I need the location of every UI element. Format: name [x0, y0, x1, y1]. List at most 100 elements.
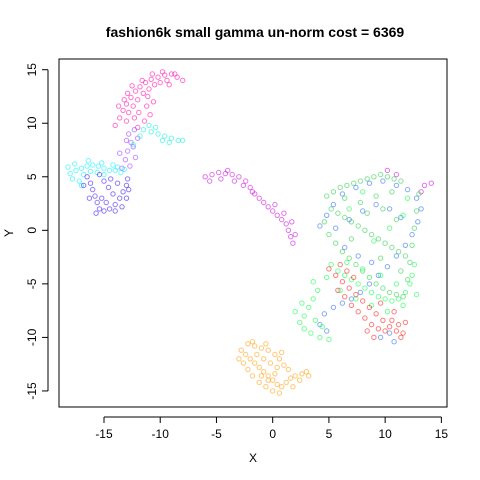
- data-point: [373, 193, 379, 199]
- data-point: [342, 195, 348, 201]
- data-point: [324, 212, 330, 219]
- data-point: [297, 319, 303, 326]
- data-point: [118, 169, 124, 176]
- series-4: [81, 171, 132, 216]
- data-point: [180, 77, 186, 84]
- data-point: [360, 189, 366, 195]
- data-point: [344, 259, 350, 266]
- data-point: [393, 281, 400, 287]
- data-point: [236, 356, 242, 362]
- data-point: [355, 309, 361, 315]
- chart-title: fashion6k small gamma un-norm cost = 636…: [106, 24, 405, 40]
- data-point: [317, 223, 323, 229]
- series-7: [317, 178, 424, 345]
- data-point: [168, 135, 175, 141]
- data-point: [270, 208, 276, 214]
- data-point: [123, 182, 130, 189]
- data-point: [353, 184, 359, 191]
- data-point: [137, 133, 143, 139]
- data-point: [373, 201, 379, 208]
- data-point: [131, 127, 138, 133]
- data-point: [382, 240, 388, 246]
- data-point: [400, 302, 406, 308]
- data-point: [110, 191, 116, 197]
- data-point: [256, 379, 262, 386]
- data-point: [243, 351, 249, 358]
- data-point: [413, 291, 420, 298]
- data-point: [421, 182, 428, 189]
- data-point: [428, 180, 434, 186]
- data-point: [346, 285, 352, 291]
- data-point: [344, 182, 350, 189]
- data-point: [371, 238, 377, 244]
- data-point: [400, 294, 406, 300]
- data-point: [120, 107, 126, 114]
- data-point: [95, 163, 102, 169]
- data-point: [130, 142, 136, 148]
- data-point: [252, 343, 258, 349]
- data-point: [402, 289, 409, 296]
- data-point: [348, 236, 355, 242]
- data-point: [96, 171, 103, 178]
- data-point: [382, 296, 388, 302]
- data-point: [389, 317, 395, 323]
- data-point: [123, 101, 130, 107]
- data-point: [124, 148, 131, 154]
- data-point: [337, 184, 343, 191]
- data-point: [306, 373, 312, 379]
- data-point: [218, 176, 224, 182]
- data-point: [131, 115, 138, 121]
- data-point: [65, 164, 71, 170]
- data-point: [258, 373, 265, 379]
- data-point: [124, 90, 131, 97]
- data-point: [393, 171, 400, 178]
- data-point: [261, 199, 267, 206]
- series-10: [236, 339, 312, 396]
- x-tick-label: 10: [378, 427, 392, 441]
- data-point: [328, 261, 334, 268]
- series-9: [326, 261, 409, 341]
- data-point: [380, 285, 386, 291]
- data-point: [335, 287, 341, 293]
- data-point: [121, 97, 127, 103]
- data-point: [240, 182, 247, 189]
- data-point: [324, 328, 330, 334]
- data-point: [112, 122, 118, 129]
- data-point: [355, 223, 361, 229]
- data-point: [373, 281, 379, 287]
- data-point: [393, 216, 400, 223]
- data-point: [114, 164, 121, 170]
- data-point: [94, 199, 100, 206]
- data-point: [72, 161, 78, 167]
- data-point: [159, 137, 166, 144]
- data-point: [346, 216, 352, 223]
- data-point: [328, 206, 334, 212]
- data-point: [324, 274, 330, 281]
- data-point: [117, 115, 123, 121]
- data-point: [393, 328, 400, 334]
- data-point: [371, 334, 377, 341]
- data-point: [180, 137, 186, 144]
- x-tick-label: 5: [326, 427, 333, 441]
- data-point: [400, 212, 406, 219]
- data-point: [272, 371, 278, 377]
- data-point: [308, 330, 314, 336]
- data-point: [393, 182, 400, 189]
- data-point: [285, 366, 292, 373]
- data-point: [386, 225, 393, 231]
- data-point: [373, 311, 379, 317]
- data-point: [122, 157, 129, 163]
- data-point: [73, 167, 79, 174]
- data-point: [416, 191, 422, 197]
- data-point: [258, 345, 265, 351]
- data-point: [153, 124, 159, 131]
- data-point: [377, 255, 384, 261]
- data-point: [274, 381, 280, 388]
- data-point: [288, 375, 294, 381]
- data-point: [364, 210, 370, 216]
- data-point: [67, 170, 73, 177]
- data-point: [330, 189, 337, 195]
- data-point: [87, 180, 94, 186]
- data-point: [114, 180, 121, 186]
- data-point: [90, 162, 96, 168]
